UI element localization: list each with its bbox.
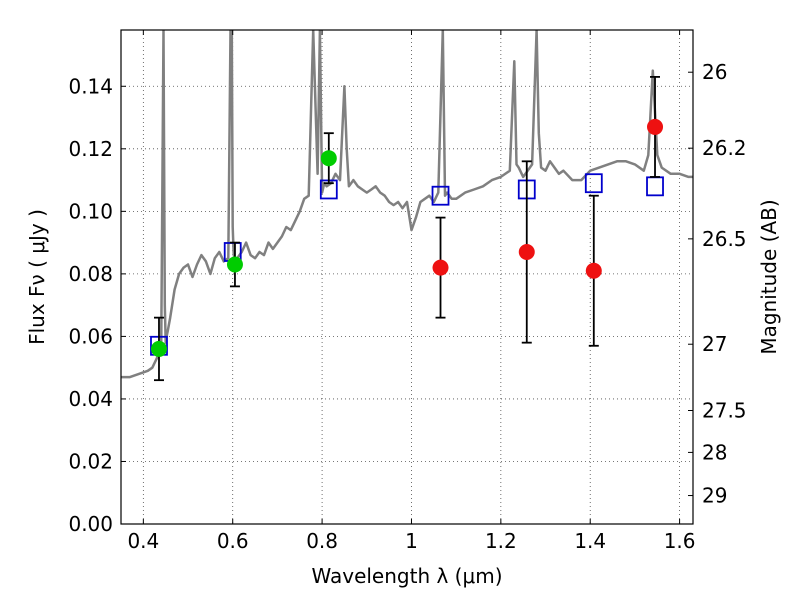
- observed-point: [647, 118, 664, 135]
- x-tick-label: 1.4: [574, 529, 606, 553]
- y-tick-label: 0.02: [68, 449, 113, 473]
- observed-point: [226, 256, 243, 273]
- right-tick-label: 26.5: [702, 227, 747, 251]
- observed-point: [518, 243, 535, 260]
- y-tick-label: 0.12: [68, 137, 113, 161]
- y-tick-label: 0.10: [68, 199, 113, 223]
- spectrum-line: [121, 30, 693, 379]
- right-tick-label: 26: [702, 60, 727, 84]
- right-tick-label: 28: [702, 440, 727, 464]
- model-square-point: [646, 176, 664, 197]
- x-tick-label: 1: [405, 529, 418, 553]
- x-tick-label: 0.8: [306, 529, 338, 553]
- x-tick-label: 1.2: [485, 529, 517, 553]
- y-tick-label: 0.00: [68, 512, 113, 536]
- model-square-point: [584, 173, 603, 194]
- series-layer: [121, 30, 693, 382]
- model-square-point: [431, 185, 450, 206]
- right-tick-label: 26.2: [702, 136, 747, 160]
- grid-layer: [121, 30, 693, 525]
- y-tick-label: 0.14: [68, 74, 113, 98]
- x-tick-label: 0.4: [127, 529, 159, 553]
- x-tick-label: 0.6: [217, 529, 249, 553]
- y-tick-label: 0.08: [68, 262, 113, 286]
- observed-point: [432, 259, 449, 276]
- right-tick-label: 29: [702, 484, 727, 508]
- plot-frame: [120, 29, 694, 525]
- right-tick-label: 27.5: [702, 399, 747, 423]
- x-axis-title: Wavelength λ (μm): [311, 564, 502, 588]
- right-axis-title: Magnitude (AB): [757, 199, 781, 354]
- observed-point: [150, 340, 167, 357]
- ticks-layer: 0.4 0.6 0.8 1 1.2 1.4 1.6 0.00 0.02 0.04 0.06 0.08 0…: [68, 30, 747, 553]
- y-tick-label: 0.04: [68, 387, 113, 411]
- y-tick-label: 0.06: [68, 324, 113, 348]
- right-tick-label: 27: [702, 332, 727, 356]
- observed-point: [320, 150, 337, 167]
- observed-point: [585, 262, 602, 279]
- x-tick-label: 1.6: [664, 529, 696, 553]
- y-axis-title: Flux Fν ( μJy ): [25, 209, 49, 345]
